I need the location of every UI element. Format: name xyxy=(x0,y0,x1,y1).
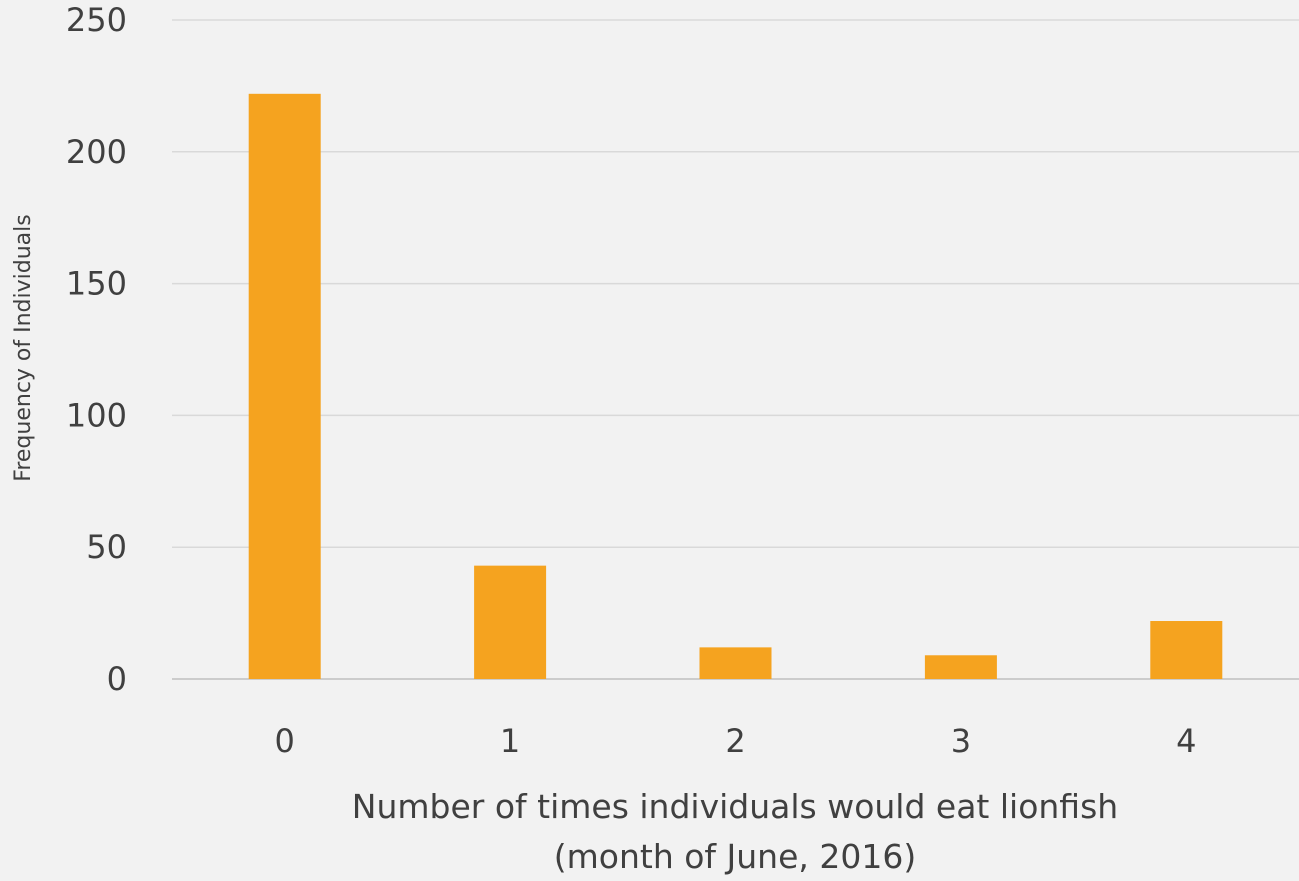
y-tick-label: 100 xyxy=(66,396,127,434)
y-axis-ticks: 0 50 100 150 200 250 xyxy=(66,1,127,698)
bar xyxy=(1150,621,1223,679)
bar xyxy=(924,655,997,679)
y-tick-label: 150 xyxy=(66,265,127,303)
x-axis-title-line-1: Number of times individuals would eat li… xyxy=(352,787,1118,826)
y-tick-label: 50 xyxy=(86,528,127,566)
x-tick-label: 3 xyxy=(951,722,971,760)
x-tick-label: 1 xyxy=(500,722,520,760)
y-axis-title: Frequency of Individuals xyxy=(11,214,36,481)
y-tick-label: 200 xyxy=(66,133,127,171)
x-tick-label: 4 xyxy=(1176,722,1196,760)
bar xyxy=(474,565,547,679)
gridlines xyxy=(172,19,1299,680)
x-axis-ticks: 0 1 2 3 4 xyxy=(275,722,1197,760)
bar xyxy=(248,93,321,680)
x-axis-title-line-2: (month of June, 2016) xyxy=(554,837,916,876)
bars xyxy=(248,93,1223,680)
x-tick-label: 0 xyxy=(275,722,295,760)
bar xyxy=(699,647,772,679)
y-tick-label: 0 xyxy=(107,660,127,698)
y-tick-label: 250 xyxy=(66,1,127,39)
x-tick-label: 2 xyxy=(725,722,745,760)
